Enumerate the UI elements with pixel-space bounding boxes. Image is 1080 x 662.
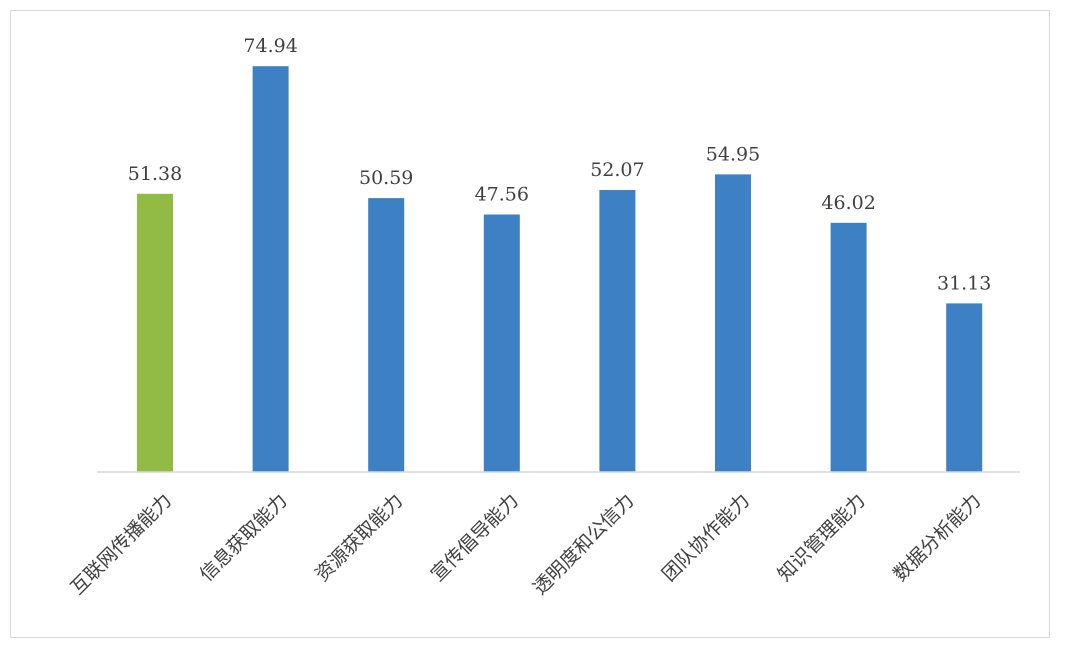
category-label-4: 宣传倡导能力 [427,490,523,586]
value-labels-group: 51.38 74.94 50.59 47.56 52.07 54.95 46.02 31.13 [128,35,992,294]
bar-3 [368,198,405,472]
bar-4 [483,214,520,472]
bar-7 [830,222,867,472]
category-label-5: 透明度和公信力 [529,490,639,600]
category-labels-group: 互联网传播能力 信息获取能力 资源获取能力 宣传倡导能力 透明度和公信力 团队协作能力 知识… [67,490,986,600]
category-label-8: 数据分析能力 [889,490,985,586]
category-label-3: 资源获取能力 [311,490,407,586]
value-label-5: 52.07 [590,159,644,181]
value-label-7: 46.02 [821,192,875,214]
chart-frame [10,10,1050,638]
bar-8 [946,303,983,472]
value-label-8: 31.13 [937,272,991,294]
value-label-2: 74.94 [243,35,297,57]
bar-5 [599,190,636,472]
value-label-4: 47.56 [475,184,529,206]
category-label-2: 信息获取能力 [196,490,292,586]
category-label-6: 团队协作能力 [658,490,754,586]
value-label-1: 51.38 [128,163,182,185]
value-label-3: 50.59 [359,167,413,189]
category-label-7: 知识管理能力 [774,490,870,586]
bar-6 [715,174,751,472]
bar-1 [137,193,173,473]
bars-group [137,66,983,473]
bar-2 [252,66,289,472]
category-label-1: 互联网传播能力 [67,490,177,600]
value-label-6: 54.95 [706,143,760,165]
